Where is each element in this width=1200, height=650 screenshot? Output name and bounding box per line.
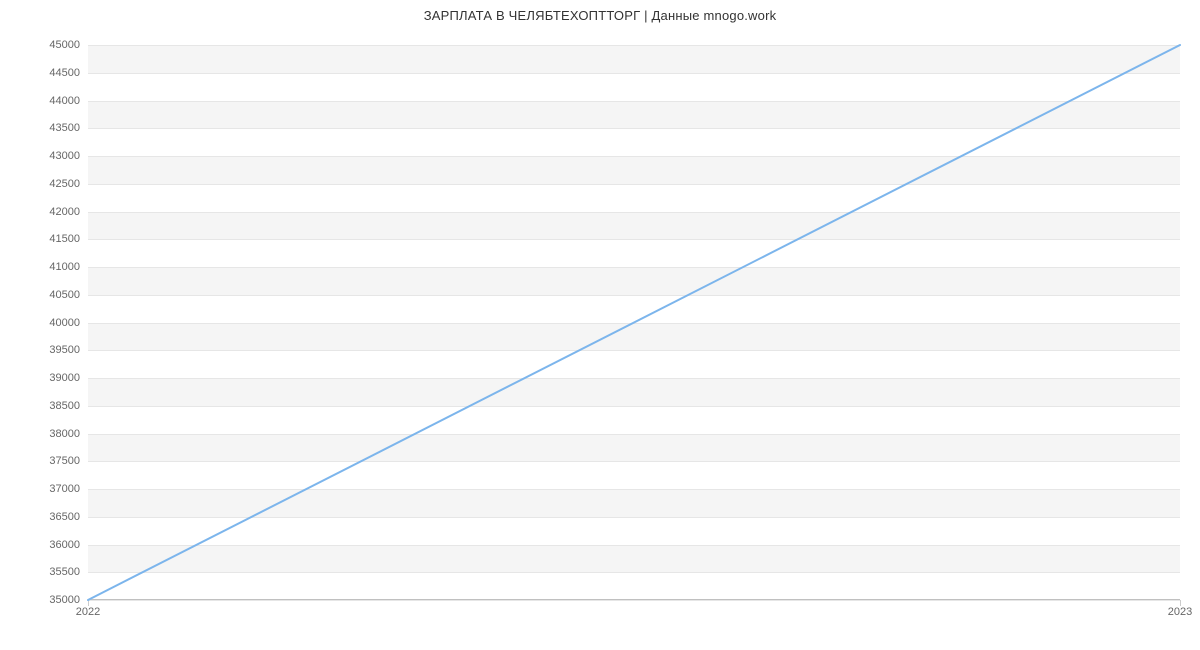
y-gridline <box>88 600 1180 601</box>
y-tick-label: 44000 <box>49 95 88 107</box>
y-tick-label: 37500 <box>49 455 88 467</box>
y-tick-label: 42500 <box>49 178 88 190</box>
y-tick-label: 42000 <box>49 206 88 218</box>
y-tick-label: 43500 <box>49 122 88 134</box>
y-tick-label: 41500 <box>49 233 88 245</box>
y-tick-label: 43000 <box>49 150 88 162</box>
y-tick-label: 44500 <box>49 67 88 79</box>
y-tick-label: 39500 <box>49 344 88 356</box>
x-tick-label: 2023 <box>1168 600 1192 618</box>
y-tick-label: 40000 <box>49 317 88 329</box>
y-tick-label: 35500 <box>49 566 88 578</box>
y-tick-label: 45000 <box>49 39 88 51</box>
y-tick-label: 37000 <box>49 483 88 495</box>
chart-series-layer <box>88 45 1180 600</box>
y-tick-label: 41000 <box>49 261 88 273</box>
chart-title: ЗАРПЛАТА В ЧЕЛЯБТЕХОПТТОРГ | Данные mnog… <box>0 8 1200 23</box>
y-tick-label: 38500 <box>49 400 88 412</box>
chart-plot-area: 3500035500360003650037000375003800038500… <box>88 45 1180 600</box>
y-tick-label: 40500 <box>49 289 88 301</box>
x-tick-label: 2022 <box>76 600 100 618</box>
y-tick-label: 39000 <box>49 372 88 384</box>
y-tick-label: 36500 <box>49 511 88 523</box>
y-tick-label: 36000 <box>49 539 88 551</box>
series-line-salary <box>88 45 1180 600</box>
y-tick-label: 38000 <box>49 428 88 440</box>
salary-line-chart: ЗАРПЛАТА В ЧЕЛЯБТЕХОПТТОРГ | Данные mnog… <box>0 0 1200 650</box>
